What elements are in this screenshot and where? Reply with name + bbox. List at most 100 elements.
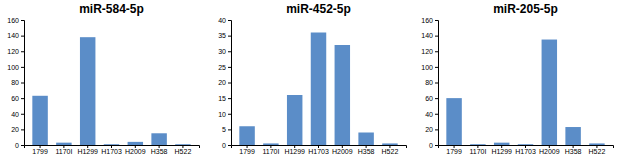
tick: 20 [218, 79, 231, 86]
tick-mark [21, 51, 24, 52]
bar [335, 45, 350, 145]
tick-label: 15 [218, 95, 226, 102]
tick: 80 [11, 79, 24, 86]
tick: H1703 [308, 145, 329, 155]
tick: H2009 [125, 145, 146, 155]
tick: 30 [218, 48, 231, 55]
tick: 100 [421, 64, 438, 71]
tick-mark [435, 51, 438, 52]
tick-mark [21, 67, 24, 68]
tick: H522 [382, 145, 399, 155]
bar [80, 37, 95, 145]
tick-mark [228, 36, 231, 37]
bar [565, 127, 580, 145]
tick-label: 20 [425, 126, 433, 133]
tick-mark [228, 51, 231, 52]
bar [263, 143, 278, 145]
tick-mark [21, 83, 24, 84]
tick-label: 160 [421, 17, 433, 24]
bar [287, 95, 302, 145]
tick-label: 60 [425, 95, 433, 102]
tick: 100 [7, 64, 24, 71]
tick-label: 1170I [55, 148, 72, 155]
tick-label: 80 [11, 79, 19, 86]
tick: 35 [218, 32, 231, 39]
tick-label: 35 [218, 32, 226, 39]
tick: H1703 [515, 145, 536, 155]
tick: 160 [7, 17, 24, 24]
axis-line [228, 21, 232, 146]
tick: 5 [222, 126, 231, 133]
panel: 02040608010012014016017991170IH1299H1703… [7, 2, 199, 155]
tick: 20 [11, 126, 24, 133]
title: miR-452-5p [286, 2, 351, 16]
tick-mark [435, 145, 438, 146]
tick: 10 [218, 110, 231, 117]
tick-label: H358 [565, 148, 582, 155]
tick-label: 40 [11, 110, 19, 117]
bar [56, 143, 71, 145]
bar [311, 33, 326, 146]
tick-label: 0 [15, 142, 19, 149]
tick: 1170I [55, 145, 72, 155]
tick-mark [435, 114, 438, 115]
tick: 120 [421, 48, 438, 55]
tick-mark [21, 145, 24, 146]
tick: 60 [11, 95, 24, 102]
tick: 140 [421, 32, 438, 39]
tick: 0 [222, 142, 231, 149]
bar [358, 133, 373, 146]
tick-label: 160 [7, 17, 19, 24]
tick: H358 [565, 145, 582, 155]
tick-mark [21, 20, 24, 21]
tick-label: 20 [11, 126, 19, 133]
tick-label: 140 [7, 32, 19, 39]
tick-mark [228, 83, 231, 84]
bar [128, 142, 143, 145]
tick: 40 [218, 17, 231, 24]
tick-label: 140 [421, 32, 433, 39]
tick-mark [21, 129, 24, 130]
tick-label: 1799 [446, 148, 462, 155]
bar [470, 144, 485, 145]
tick: 40 [425, 110, 438, 117]
tick: 160 [421, 17, 438, 24]
tick-label: 0 [222, 142, 226, 149]
tick: 40 [11, 110, 24, 117]
tick-label: H522 [175, 148, 192, 155]
tick: H1299 [284, 145, 305, 155]
tick-mark [435, 129, 438, 130]
bar [32, 96, 47, 145]
panel: 0 5 10 15 20 25 30 35 40 1799 1170I H1299H1703H2009… [218, 2, 406, 155]
tick-label: H358 [358, 148, 375, 155]
tick: 1799 [446, 145, 462, 155]
tick-label: H1299 [491, 148, 512, 155]
tick-label: H2009 [332, 148, 353, 155]
tick: 1170I [262, 145, 279, 155]
tick: H1703 [101, 145, 122, 155]
tick: H1299 [491, 145, 512, 155]
tick-label: 5 [222, 126, 226, 133]
tick-mark [21, 98, 24, 99]
tick: 0 [15, 142, 24, 149]
bars [446, 40, 604, 145]
tick-label: 1799 [239, 148, 255, 155]
tick-mark [228, 98, 231, 99]
tick: H1299 [77, 145, 98, 155]
tick: 25 [218, 64, 231, 71]
panel: 02040608010012014016017991170IH1299H1703… [421, 2, 613, 155]
tick-label: 25 [218, 64, 226, 71]
tick-label: 10 [218, 110, 226, 117]
bar [104, 144, 119, 145]
tick-mark [435, 98, 438, 99]
tick-label: H2009 [125, 148, 146, 155]
tick-label: 0 [429, 142, 433, 149]
bar [239, 126, 254, 145]
tick-mark [228, 114, 231, 115]
tick-mark [228, 67, 231, 68]
tick-mark [21, 36, 24, 37]
tick-label: 20 [218, 79, 226, 86]
y-axis: 0 5 10 15 20 25 30 35 40 [218, 17, 231, 149]
tick-label: 40 [218, 17, 226, 24]
axis-line [21, 21, 25, 146]
